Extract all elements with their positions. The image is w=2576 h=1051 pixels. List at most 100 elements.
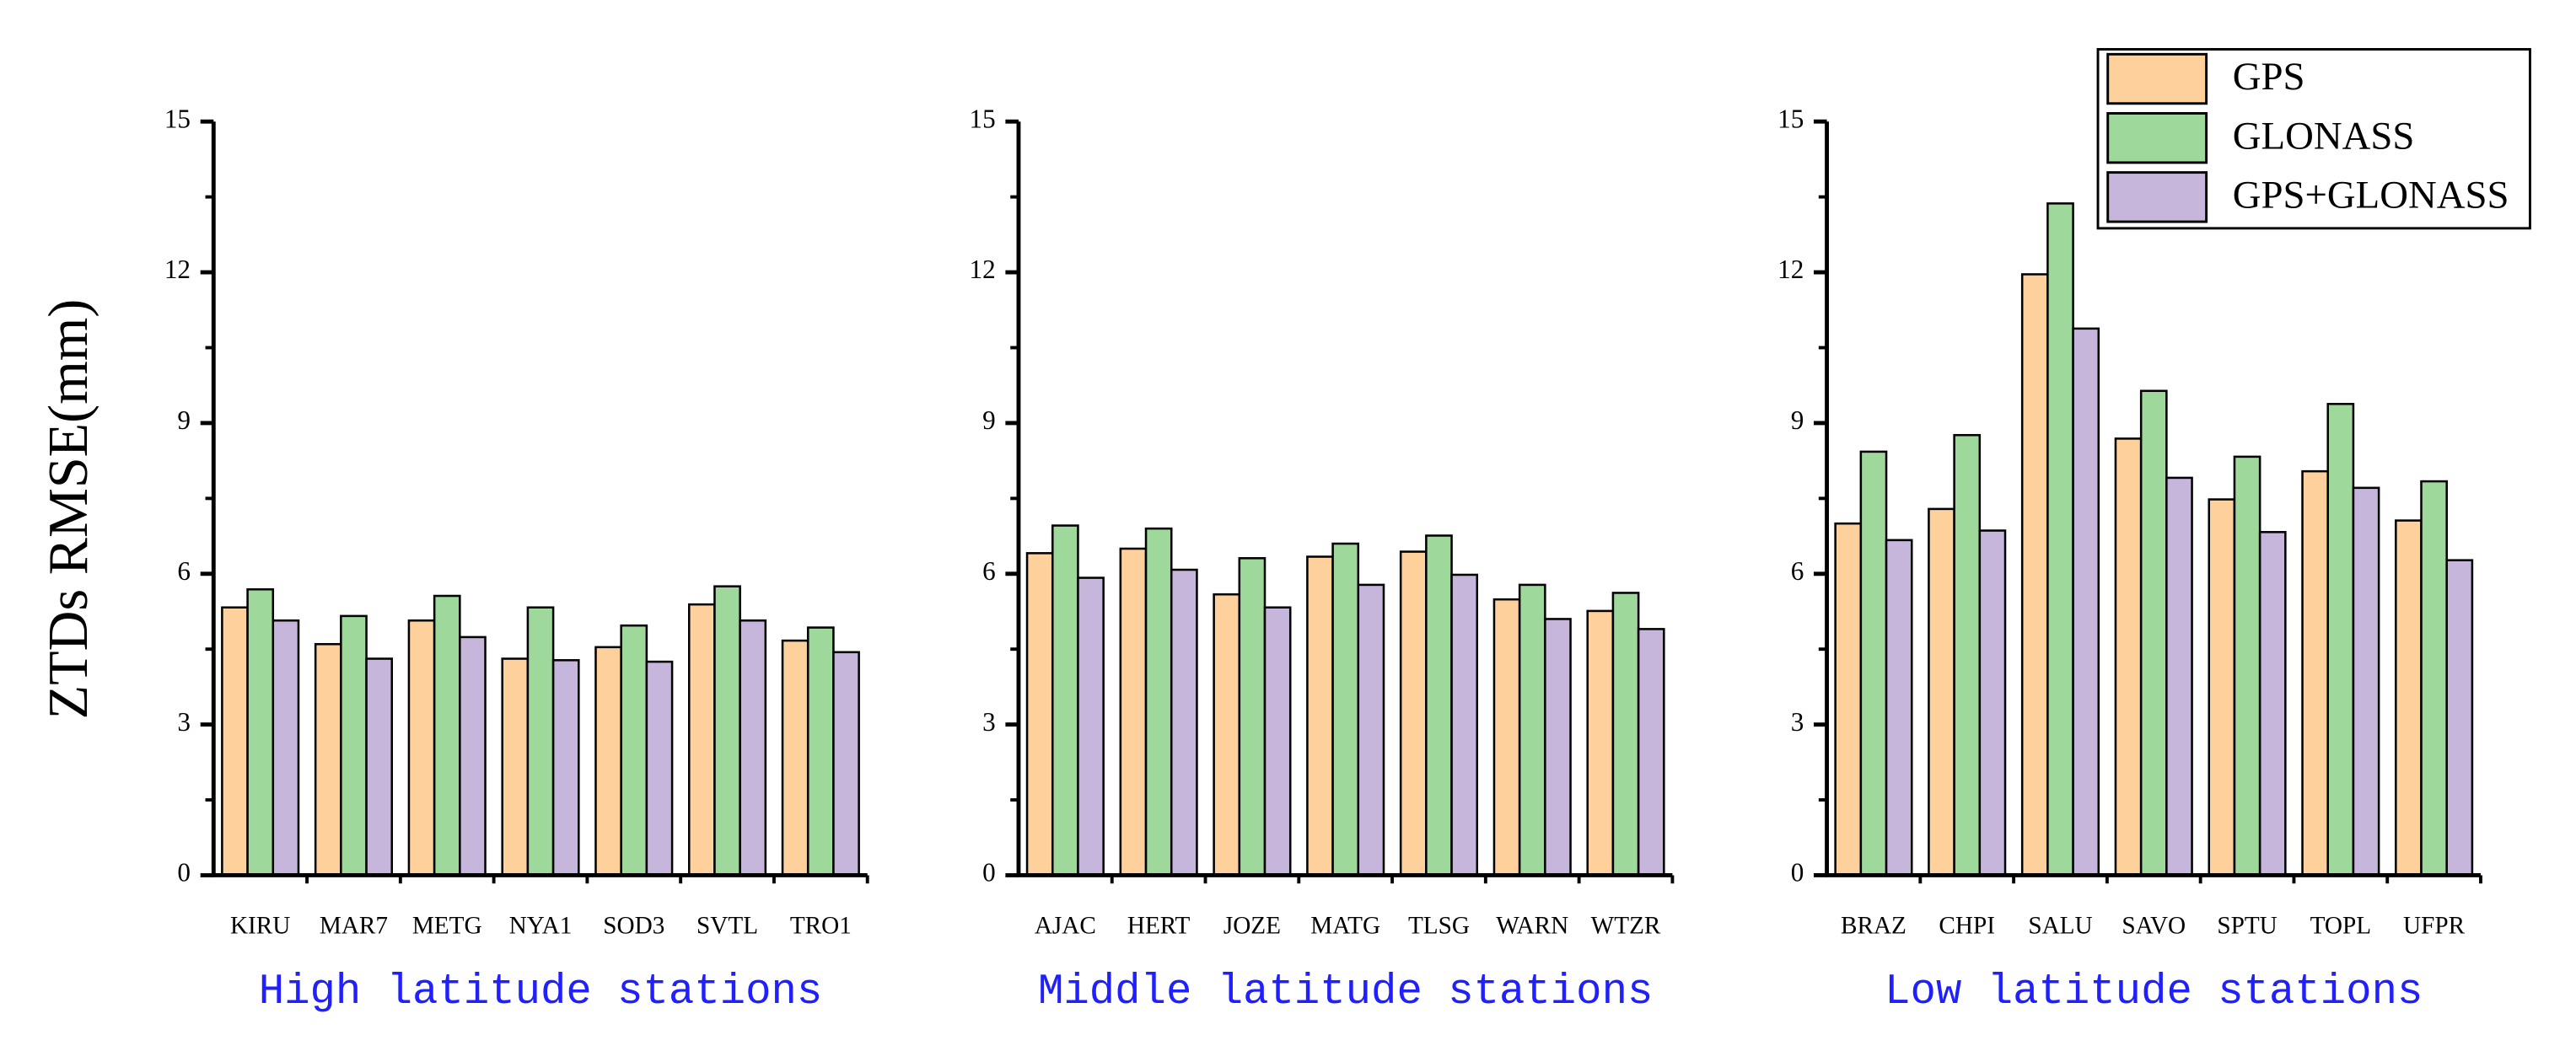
bar	[221, 606, 249, 877]
legend-label: GPS+GLONASS	[2233, 174, 2509, 217]
bar	[2114, 437, 2143, 877]
bar	[2352, 486, 2380, 877]
x-tick-label: HERT	[1127, 913, 1191, 940]
y-tick-label: 9	[1791, 405, 1804, 435]
bar	[501, 657, 530, 877]
bar	[1331, 542, 1360, 877]
y-tick-label: 12	[164, 255, 191, 284]
bar	[272, 619, 300, 877]
y-tick-label: 3	[982, 707, 996, 737]
bar	[365, 657, 394, 877]
x-axis-title: Middle latitude stations	[1038, 968, 1653, 1016]
x-tick-label: CHPI	[1939, 913, 1995, 940]
bar	[551, 659, 580, 877]
bar	[2420, 480, 2448, 877]
bar	[314, 642, 342, 877]
x-tick-label: JOZE	[1223, 913, 1281, 940]
bar	[1834, 522, 1863, 877]
bar	[407, 619, 436, 877]
bar	[1119, 547, 1148, 877]
bar	[1859, 450, 1888, 877]
y-tick-label: 3	[1791, 707, 1804, 737]
x-tick-label: SAVO	[2122, 913, 2186, 940]
bar	[1144, 527, 1173, 877]
y-tick-label: 15	[164, 104, 191, 133]
legend-swatch	[2106, 52, 2208, 105]
x-tick-label: BRAZ	[1841, 913, 1906, 940]
y-tick-label: 3	[177, 707, 191, 737]
bar	[713, 585, 741, 877]
y-tick-label: 6	[1791, 556, 1804, 586]
bar	[1425, 534, 1453, 877]
bar	[2326, 403, 2355, 877]
x-tick-label: WARN	[1496, 913, 1568, 940]
bar	[2139, 389, 2168, 877]
bar	[1170, 568, 1198, 877]
bar	[2020, 273, 2049, 877]
bar	[2072, 327, 2100, 877]
y-tick-label: 9	[982, 405, 996, 435]
x-tick-label: AJAC	[1035, 913, 1096, 940]
bar	[1492, 598, 1521, 877]
y-tick-label: 12	[1777, 255, 1804, 284]
bar	[1611, 592, 1640, 877]
bar	[1544, 618, 1572, 877]
x-tick-label: SALU	[2028, 913, 2092, 940]
bar	[806, 626, 835, 877]
bar	[2233, 455, 2261, 877]
y-tick-label: 0	[982, 858, 996, 887]
bar	[433, 594, 461, 877]
x-axis-title: High latitude stations	[259, 968, 823, 1016]
bar	[1213, 593, 1241, 877]
bar	[1518, 583, 1546, 877]
bar	[1586, 609, 1615, 877]
x-tick-label: SOD3	[603, 913, 664, 940]
legend-label: GLONASS	[2233, 114, 2415, 158]
y-tick-label: 12	[970, 255, 996, 284]
x-tick-label: WTZR	[1591, 913, 1661, 940]
x-tick-label: NYA1	[509, 913, 573, 940]
bar	[645, 660, 674, 877]
bar	[1077, 576, 1105, 877]
bar	[832, 651, 860, 877]
x-tick-label: SPTU	[2217, 913, 2277, 940]
x-tick-label: KIRU	[230, 913, 290, 940]
bar	[2395, 519, 2423, 877]
bar	[1238, 557, 1266, 877]
bar	[1051, 524, 1079, 877]
bar	[1953, 433, 1982, 877]
bar	[2165, 476, 2193, 877]
bar	[594, 646, 622, 877]
x-tick-label: TOPL	[2310, 913, 2372, 940]
bar	[1450, 573, 1479, 877]
bar	[1885, 539, 1913, 877]
y-tick-label: 6	[982, 556, 996, 586]
x-tick-label: MATG	[1310, 913, 1380, 940]
legend-swatch	[2106, 171, 2208, 223]
bar	[526, 606, 555, 877]
bar	[739, 619, 767, 877]
bar	[1978, 529, 2007, 877]
bar	[1025, 552, 1054, 877]
x-tick-label: TLSG	[1408, 913, 1470, 940]
x-axis-title: Low latitude stations	[1885, 968, 2423, 1016]
bar	[1263, 606, 1292, 877]
legend-label: GPS	[2233, 55, 2305, 99]
bar	[2208, 498, 2236, 877]
x-tick-label: MAR7	[320, 913, 388, 940]
x-tick-label: METG	[412, 913, 482, 940]
bar	[1399, 550, 1428, 877]
bar	[459, 635, 487, 877]
bar	[1357, 583, 1385, 877]
bar	[2445, 559, 2474, 877]
y-tick-label: 9	[177, 405, 191, 435]
y-tick-label: 0	[1791, 858, 1804, 887]
legend-swatch	[2106, 112, 2208, 164]
bar	[1306, 555, 1334, 877]
x-tick-label: UFPR	[2403, 913, 2466, 940]
x-tick-label: SVTL	[696, 913, 758, 940]
bar	[781, 639, 809, 877]
y-tick-label: 15	[970, 104, 996, 133]
bar	[1928, 507, 1955, 877]
